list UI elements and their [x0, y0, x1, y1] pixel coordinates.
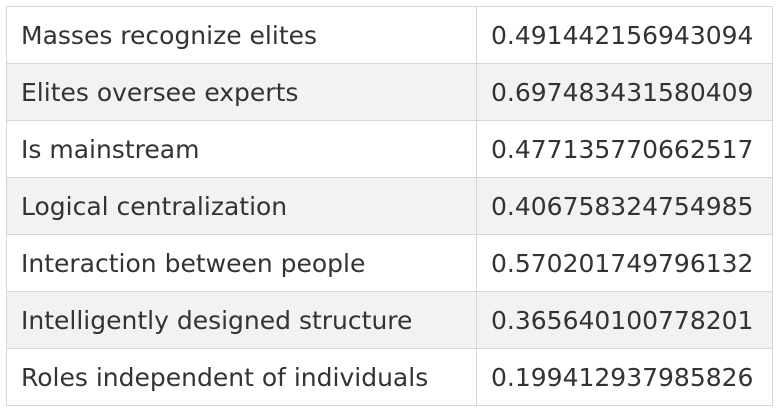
row-label: Intelligently designed structure	[6, 291, 477, 349]
table-row: Elites oversee experts 0.697483431580409	[6, 63, 773, 121]
table-row: Roles independent of individuals 0.199412…	[6, 348, 773, 406]
row-value: 0.570201749796132	[476, 234, 773, 292]
row-label: Roles independent of individuals	[6, 348, 477, 406]
table-row: Is mainstream 0.477135770662517	[6, 120, 773, 178]
table-row: Logical centralization 0.406758324754985	[6, 177, 773, 235]
table-row: Interaction between people 0.570201749796…	[6, 234, 773, 292]
row-value: 0.697483431580409	[476, 63, 773, 121]
row-label: Elites oversee experts	[6, 63, 477, 121]
row-value: 0.406758324754985	[476, 177, 773, 235]
table-row: Masses recognize elites 0.491442156943094	[6, 6, 773, 64]
table-body: Masses recognize elites 0.491442156943094…	[6, 6, 773, 406]
row-value: 0.491442156943094	[476, 6, 773, 64]
row-value: 0.365640100778201	[476, 291, 773, 349]
row-value: 0.477135770662517	[476, 120, 773, 178]
row-label: Masses recognize elites	[6, 6, 477, 64]
row-label: Logical centralization	[6, 177, 477, 235]
table-row: Intelligently designed structure 0.365640…	[6, 291, 773, 349]
row-value: 0.199412937985826	[476, 348, 773, 406]
data-table: Masses recognize elites 0.491442156943094…	[6, 6, 773, 406]
row-label: Interaction between people	[6, 234, 477, 292]
row-label: Is mainstream	[6, 120, 477, 178]
